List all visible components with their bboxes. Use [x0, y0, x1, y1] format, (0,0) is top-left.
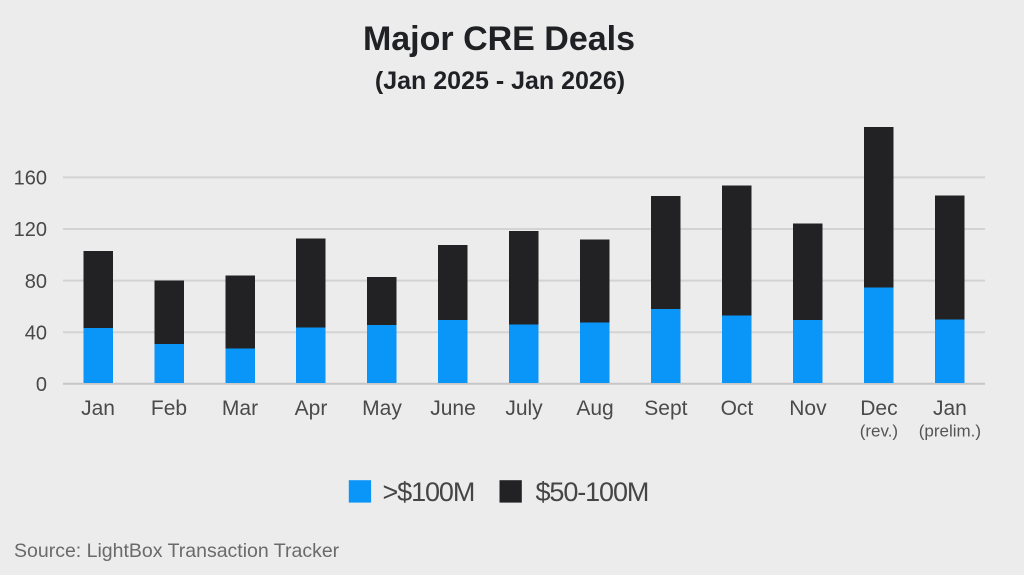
svg-text:0: 0: [36, 374, 47, 396]
svg-text:Apr: Apr: [295, 397, 328, 420]
svg-text:Oct: Oct: [721, 397, 754, 420]
svg-text:$50-100M: $50-100M: [536, 477, 649, 507]
svg-text:>$100M: >$100M: [383, 477, 475, 507]
svg-text:40: 40: [25, 322, 47, 344]
svg-text:Jan: Jan: [933, 397, 967, 420]
svg-text:Mar: Mar: [222, 397, 258, 420]
svg-text:Jan: Jan: [81, 397, 115, 420]
svg-text:May: May: [362, 397, 402, 420]
svg-text:Dec: Dec: [860, 397, 897, 420]
svg-text:(Jan 2025 - Jan 2026): (Jan 2025 - Jan 2026): [375, 67, 625, 95]
svg-text:Sept: Sept: [644, 397, 687, 420]
svg-text:160: 160: [14, 168, 47, 190]
svg-text:June: June: [430, 397, 476, 420]
svg-text:Major CRE Deals: Major CRE Deals: [363, 20, 635, 58]
svg-text:Nov: Nov: [789, 397, 827, 420]
svg-text:Feb: Feb: [151, 397, 187, 420]
svg-text:Aug: Aug: [576, 397, 613, 420]
svg-text:(rev.): (rev.): [860, 422, 898, 441]
svg-text:Source: LightBox Transaction T: Source: LightBox Transaction Tracker: [14, 540, 340, 562]
svg-text:July: July: [505, 397, 543, 420]
svg-text:(prelim.): (prelim.): [919, 422, 981, 441]
svg-text:120: 120: [14, 219, 47, 241]
svg-text:80: 80: [25, 271, 47, 293]
